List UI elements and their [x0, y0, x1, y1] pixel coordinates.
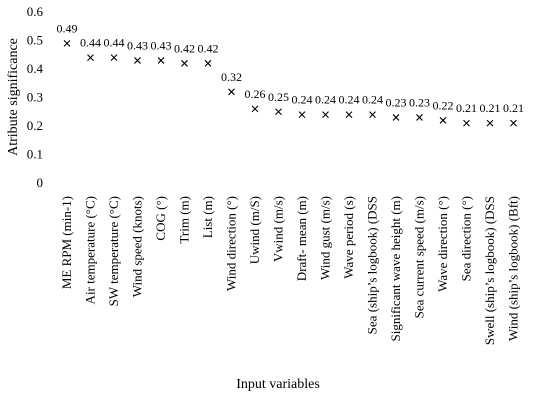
x-tick-label: Sea (ship’s logbook) (DSS — [365, 196, 380, 334]
data-value-label: 0.44 — [104, 36, 125, 50]
y-axis-ticks: 0 0.1 0.2 0.3 0.4 0.5 0.6 — [27, 4, 44, 190]
x-tick-label: Trim (m) — [177, 196, 192, 244]
x-tick-label: Wind direction (°) — [224, 196, 239, 291]
x-tick-label: Wave direction (°) — [435, 196, 450, 292]
x-tick-label: Vwind (m/s) — [271, 196, 286, 262]
data-point-marker — [369, 111, 376, 118]
data-point-marker — [157, 57, 165, 64]
data-value-label: 0.42 — [198, 41, 219, 55]
x-tick-label: Air temperature (°C) — [83, 196, 98, 304]
x-axis-ticks: ME RPM (min-1) Air temperature (°C) SW tem… — [59, 196, 521, 345]
data-point-marker — [110, 54, 118, 61]
x-tick-label: SW temperature (°C) — [106, 196, 121, 306]
y-tick-label: 0.1 — [27, 147, 43, 162]
x-tick-label: List (m) — [200, 196, 215, 238]
data-point-marker — [63, 39, 71, 47]
data-value-label: 0.21 — [503, 101, 524, 115]
y-tick-label: 0.6 — [27, 4, 44, 19]
x-axis-title: Input variables — [236, 377, 320, 392]
data-point-marker — [510, 119, 517, 127]
y-tick-label: 0.4 — [27, 61, 44, 76]
data-point-marker — [345, 111, 353, 118]
data-value-label: 0.32 — [221, 70, 242, 84]
y-axis-title: Atribute significance — [6, 38, 21, 156]
data-labels: 0.490.44 0.44 0.43 0.43 0.42 0.420.320.26 0.25… — [57, 21, 525, 115]
x-tick-label: Swell (ship’s logbook) (DSS — [482, 196, 497, 345]
data-point-marker — [134, 57, 141, 64]
data-value-label: 0.25 — [268, 90, 289, 104]
data-value-label: 0.21 — [480, 101, 501, 115]
data-value-label: 0.24 — [362, 93, 383, 107]
data-point-marker — [298, 111, 306, 118]
x-tick-label: Wind speed (knots) — [130, 196, 145, 297]
x-tick-label: Sea direction (°) — [459, 196, 474, 281]
data-value-label: 0.23 — [386, 95, 407, 109]
data-point-marker — [463, 119, 470, 127]
y-tick-label: 0.5 — [27, 33, 43, 48]
data-value-label: 0.24 — [292, 93, 313, 107]
data-value-label: 0.43 — [151, 38, 172, 52]
data-value-label: 0.26 — [245, 87, 266, 101]
y-tick-label: 0.3 — [27, 90, 43, 105]
data-value-label: 0.23 — [409, 95, 430, 109]
data-value-label: 0.24 — [315, 93, 336, 107]
x-tick-label: Draft- mean (m) — [294, 196, 309, 281]
data-point-marker — [416, 114, 423, 121]
x-tick-label: ME RPM (min-1) — [59, 196, 74, 289]
x-tick-label: Uwind (m/S) — [247, 196, 262, 264]
data-value-label: 0.49 — [57, 21, 78, 35]
x-tick-label: Wind (ship’s logbook) (Bft) — [506, 196, 521, 341]
x-tick-label: Wave period (s) — [341, 196, 356, 279]
x-tick-label: COG (°) — [153, 196, 168, 241]
data-point-marker — [392, 114, 400, 121]
data-value-label: 0.24 — [339, 93, 360, 107]
y-tick-label: 0 — [37, 175, 44, 190]
data-value-label: 0.43 — [127, 38, 148, 52]
x-tick-label: Wind gust (m/s) — [318, 196, 333, 280]
data-point-marker — [181, 59, 188, 67]
data-point-marker — [87, 54, 94, 61]
data-point-marker — [275, 108, 282, 116]
data-value-label: 0.42 — [174, 41, 195, 55]
data-value-label: 0.44 — [80, 36, 101, 50]
x-tick-label: Sea current speed (m/s) — [412, 196, 427, 318]
data-value-label: 0.22 — [433, 98, 454, 112]
data-point-marker — [486, 119, 494, 127]
x-tick-label: Significant wave height (m) — [388, 196, 403, 342]
y-tick-label: 0.2 — [27, 118, 43, 133]
data-point-marker — [251, 105, 259, 113]
data-point-marker — [228, 88, 235, 96]
data-value-label: 0.21 — [456, 101, 477, 115]
data-markers — [63, 39, 517, 127]
data-point-marker — [439, 116, 447, 124]
data-point-marker — [322, 111, 329, 118]
data-point-marker — [204, 59, 212, 67]
